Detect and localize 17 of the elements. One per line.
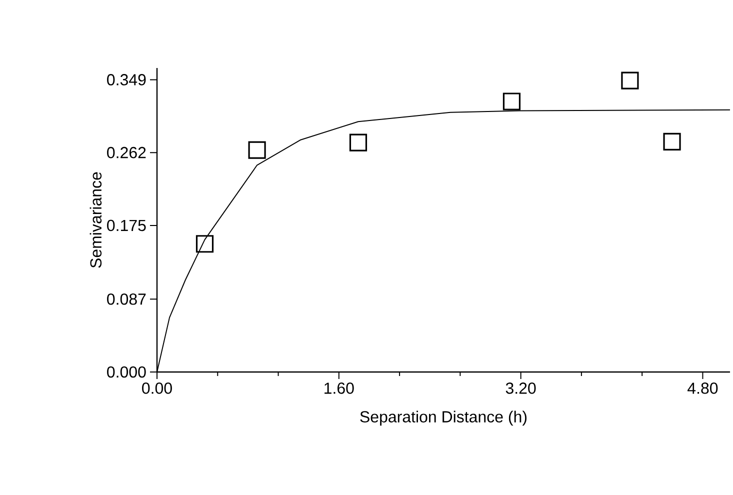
y-tick-label: 0.000 — [107, 366, 146, 378]
point — [502, 92, 521, 110]
y-tick-label: 0.175 — [107, 220, 146, 232]
x-tick-label: 1.60 — [324, 382, 354, 394]
point — [663, 132, 681, 150]
y-axis-title: Semivariance — [90, 172, 102, 268]
y-tick-label: 0.262 — [107, 146, 146, 158]
x-tick-label: 0.00 — [142, 382, 172, 394]
point — [349, 134, 368, 152]
point — [248, 141, 266, 159]
y-tick-label: 0.349 — [107, 74, 146, 86]
x-tick-label: 3.20 — [506, 382, 536, 394]
point — [621, 72, 639, 90]
x-tick-label: 4.80 — [688, 382, 718, 394]
x-axis-title: Separation Distance (h) — [360, 410, 527, 426]
y-tick-label: 0.087 — [107, 293, 146, 305]
point — [196, 235, 214, 253]
